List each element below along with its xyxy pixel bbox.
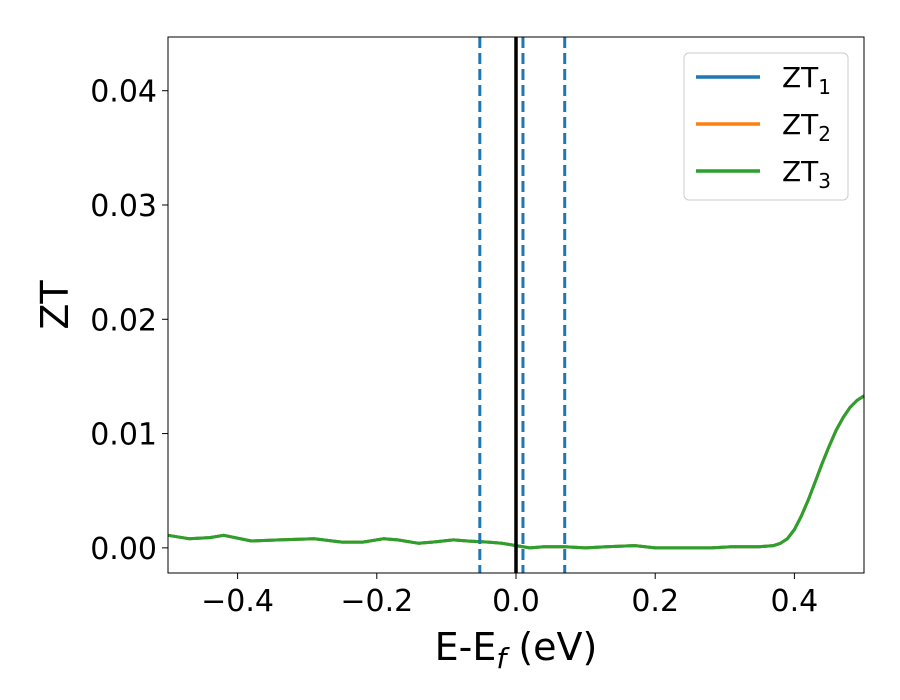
y-axis-label: ZT	[33, 280, 77, 330]
axes: −0.4 −0.2 0.0 0.2 0.4 0.00 0.01 0.02 0.03 0.04	[90, 36, 865, 619]
y-tick-label: 0.04	[90, 75, 157, 110]
x-tick-label: 0.2	[631, 584, 679, 619]
legend-frame	[683, 52, 849, 201]
legend-label-zt1: ZT1	[782, 61, 831, 99]
series-line-zt3	[167, 394, 865, 550]
y-tick-label: 0.00	[90, 532, 157, 567]
y-tick-label: 0.01	[90, 418, 157, 453]
x-tick-label: −0.4	[201, 584, 274, 619]
y-tick-label: 0.03	[90, 189, 157, 224]
x-tick-label: 0.4	[771, 584, 819, 619]
legend-label-zt2: ZT2	[782, 108, 831, 146]
x-tick-label: −0.2	[340, 584, 413, 619]
y-tick-label: 0.02	[90, 303, 157, 338]
x-tick-label: 0.0	[492, 584, 540, 619]
plot-area	[167, 37, 865, 573]
legend: ZT1 ZT2 ZT3	[683, 52, 849, 201]
x-axis-label: E-Ef (eV)	[435, 625, 598, 675]
legend-label-zt3: ZT3	[782, 155, 831, 193]
